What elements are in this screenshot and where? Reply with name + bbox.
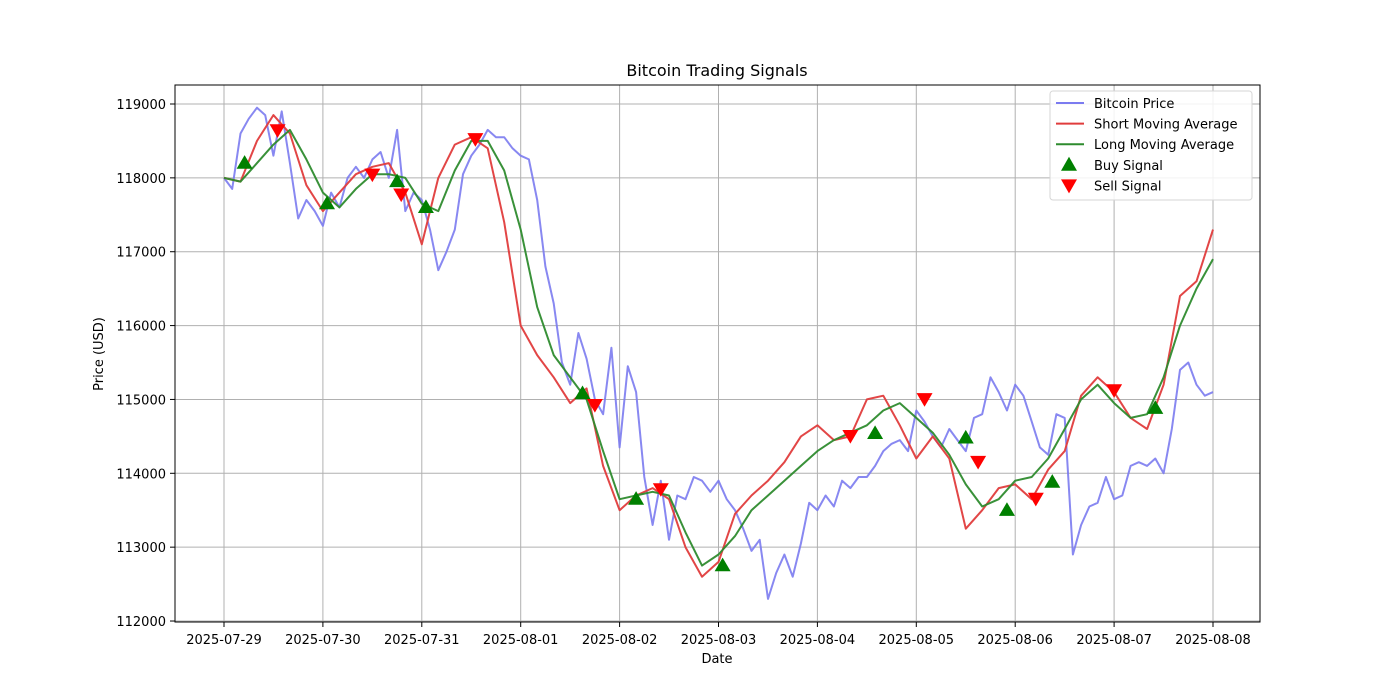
buy-signal-marker (998, 502, 1015, 516)
x-axis-ticks: 2025-07-29 2025-07-30 2025-07-31 2025-08-01… (186, 622, 1251, 648)
sell-signal-marker (364, 168, 381, 183)
sell-signal-marker (652, 483, 669, 497)
grid-lines (175, 85, 1260, 622)
x-tick-label: 2025-07-29 (186, 633, 262, 648)
legend-label: Short Moving Average (1094, 118, 1238, 133)
y-axis-label: Price (USD) (92, 317, 107, 391)
legend: Bitcoin Price Short Moving Average Long Mo… (1049, 90, 1253, 201)
buy-signal-marker (957, 429, 974, 444)
x-tick-label: 2025-08-07 (1076, 633, 1152, 648)
y-tick-label: 116000 (116, 320, 166, 335)
long-moving-average-line (223, 128, 1214, 567)
x-tick-label: 2025-08-01 (483, 633, 559, 648)
y-tick-label: 112000 (116, 615, 166, 630)
buy-signal-marker (389, 173, 406, 188)
data-series (223, 106, 1214, 600)
y-tick-label: 113000 (116, 541, 166, 556)
buy-signal-marker (714, 557, 731, 572)
x-axis-label: Date (701, 652, 732, 667)
buy-signal-marker (1044, 474, 1061, 488)
sell-signal-marker (970, 455, 987, 470)
legend-item: Short Moving Average (1056, 118, 1238, 133)
bitcoin-price-line (223, 106, 1214, 600)
sell-signal-marker (393, 188, 410, 203)
x-tick-label: 2025-08-02 (582, 633, 658, 648)
sell-signal-marker (842, 430, 859, 444)
x-tick-label: 2025-07-31 (384, 633, 460, 648)
legend-item: Long Moving Average (1056, 138, 1234, 153)
buy-signal-marker (417, 199, 434, 214)
legend-items: Bitcoin Price Short Moving Average Long Mo… (1056, 97, 1238, 194)
sell-signal-marker (586, 399, 603, 413)
sell-signal-icon (1061, 179, 1077, 194)
x-tick-label: 2025-08-05 (879, 633, 955, 648)
sell-signal-marker (916, 393, 933, 407)
y-axis-ticks: 112000 113000 114000 115000 116000 117000 1180… (116, 98, 175, 630)
buy-signal-marker (628, 491, 645, 505)
chart-title: Bitcoin Trading Signals (626, 61, 807, 80)
x-tick-label: 2025-08-06 (977, 633, 1053, 648)
sell-signal-marker (1027, 492, 1044, 507)
buy-signal-marker (1147, 400, 1164, 414)
sell-signal-marker (1106, 384, 1123, 398)
legend-item: Buy Signal (1061, 156, 1163, 174)
x-tick-label: 2025-08-03 (681, 633, 757, 648)
y-tick-label: 114000 (116, 467, 166, 482)
buy-signal-marker (236, 155, 253, 169)
axes-frame (174, 84, 1261, 623)
buy-signal-marker (574, 385, 591, 400)
buy-signal-marker (319, 195, 336, 210)
sell-signal-marker (467, 133, 484, 147)
legend-box (1049, 90, 1253, 201)
x-tick-label: 2025-08-04 (780, 633, 856, 648)
y-tick-label: 118000 (116, 172, 166, 187)
buy-signal-icon (1061, 156, 1077, 171)
legend-item: Bitcoin Price (1056, 97, 1174, 112)
buy-signal-marker (867, 425, 884, 440)
signal-markers (236, 124, 1164, 572)
legend-item: Sell Signal (1061, 179, 1162, 194)
y-tick-label: 115000 (116, 393, 166, 408)
legend-label: Bitcoin Price (1094, 97, 1174, 112)
y-tick-label: 119000 (116, 98, 166, 113)
legend-label: Buy Signal (1094, 159, 1163, 174)
legend-label: Sell Signal (1094, 179, 1162, 194)
y-tick-label: 117000 (116, 246, 166, 261)
x-tick-label: 2025-08-08 (1175, 633, 1251, 648)
legend-label: Long Moving Average (1094, 138, 1234, 153)
x-tick-label: 2025-07-30 (285, 633, 361, 648)
sell-signal-marker (269, 124, 286, 138)
short-moving-average-line (223, 114, 1214, 578)
